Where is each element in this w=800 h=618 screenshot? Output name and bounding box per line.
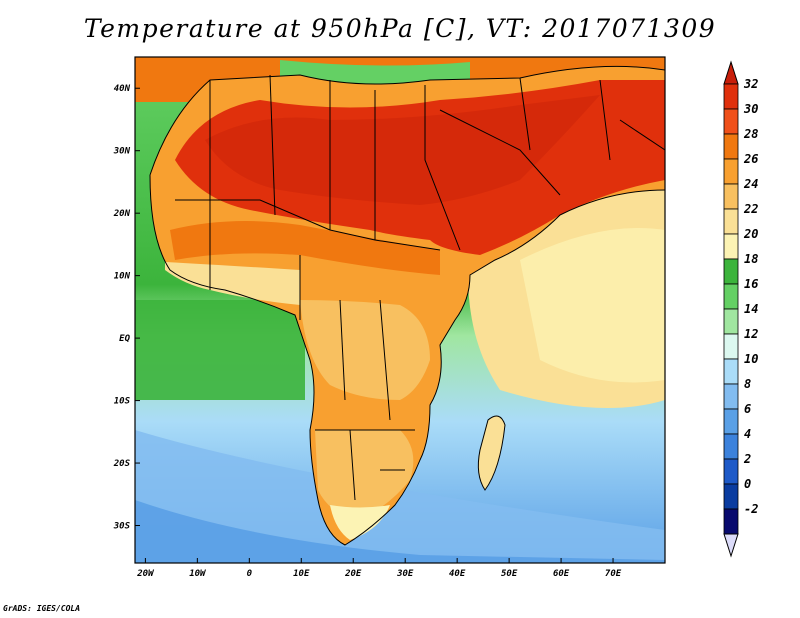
lon-tick-label: 30E: [396, 569, 414, 579]
colorbar-label: 24: [743, 177, 758, 191]
lon-tick-label: 20W: [136, 569, 155, 579]
colorbar-segment: [723, 508, 739, 535]
colorbar-label: 32: [743, 77, 758, 91]
colorbar-label: 0: [744, 477, 751, 491]
colorbar-segment: [723, 408, 739, 435]
colorbar-label: 2: [743, 452, 751, 466]
latitude-labels: 40N 30N 20N 10N EQ 10S 20S 30S: [113, 84, 140, 532]
longitude-labels: 20W 10W 0 10E 20E 30E 40E 50E 60E 70E: [136, 558, 622, 579]
colorbar-label: 8: [744, 377, 751, 391]
colorbar-label: 14: [744, 302, 758, 316]
colorbar-label: -2: [744, 502, 758, 516]
colorbar-segment: [723, 233, 739, 260]
lon-tick-label: 50E: [501, 569, 518, 579]
temperature-field: [135, 57, 665, 563]
lat-tick-label: 20S: [113, 459, 131, 469]
lat-tick-label: 30N: [113, 147, 131, 157]
colorbar-label: 20: [743, 227, 758, 241]
colorbar-segment: [723, 283, 739, 310]
lon-tick-label: 70E: [605, 569, 622, 579]
lon-tick-label: 10W: [189, 569, 207, 579]
colorbar-label: 26: [743, 152, 758, 166]
colorbar-label: 4: [744, 427, 751, 441]
map-frame: [134, 56, 666, 564]
colorbar-segment: [723, 183, 739, 210]
colorbar-segment: [723, 308, 739, 335]
colorbar-bottom-arrow: [723, 533, 739, 558]
grads-credit: GrADS: IGES/COLA: [3, 604, 81, 613]
lat-tick-label: 40N: [114, 84, 131, 94]
colorbar-label: 22: [743, 202, 758, 216]
map-title: Temperature at 950hPa [C], VT: 201707130…: [83, 14, 717, 43]
lon-tick-label: 20E: [344, 569, 362, 579]
colorbar-segment: [723, 433, 739, 460]
colorbar-label: 18: [744, 252, 758, 266]
colorbar-label: 10: [744, 352, 758, 366]
colorbar-segment: [723, 458, 739, 485]
colorbar-segment: [723, 333, 739, 360]
lon-tick-label: 10E: [293, 569, 310, 579]
colorbar-segment: [723, 383, 739, 410]
colorbar-label: 28: [743, 127, 758, 141]
colorbar-label: 12: [744, 327, 758, 341]
madagascar-land: [478, 416, 505, 490]
lon-tick-label: 40E: [449, 569, 466, 579]
lat-tick-label: 30S: [113, 522, 131, 532]
colorbar-segment: [723, 108, 739, 135]
colorbar-label: 16: [744, 277, 758, 291]
lat-tick-label: 10S: [114, 397, 131, 407]
lat-tick-label: 20N: [113, 209, 131, 219]
colorbar-segment: [723, 133, 739, 160]
lat-tick-label: 10N: [114, 272, 131, 282]
colorbar-segment: [723, 208, 739, 235]
colorbar-segment: [723, 83, 739, 110]
lon-tick-label: 0: [247, 569, 253, 579]
colorbar-segment: [723, 483, 739, 510]
colorbar-label: 6: [744, 402, 751, 416]
colorbar-segment: [723, 258, 739, 285]
colorbar-segment: [723, 158, 739, 185]
colorbar-segment: [723, 358, 739, 385]
colorbar-top-arrow: [723, 60, 739, 85]
colorbar-label: 30: [743, 102, 758, 116]
lon-tick-label: 60E: [553, 569, 570, 579]
country-borders: [149, 65, 665, 546]
lat-tick-label: EQ: [119, 334, 130, 344]
